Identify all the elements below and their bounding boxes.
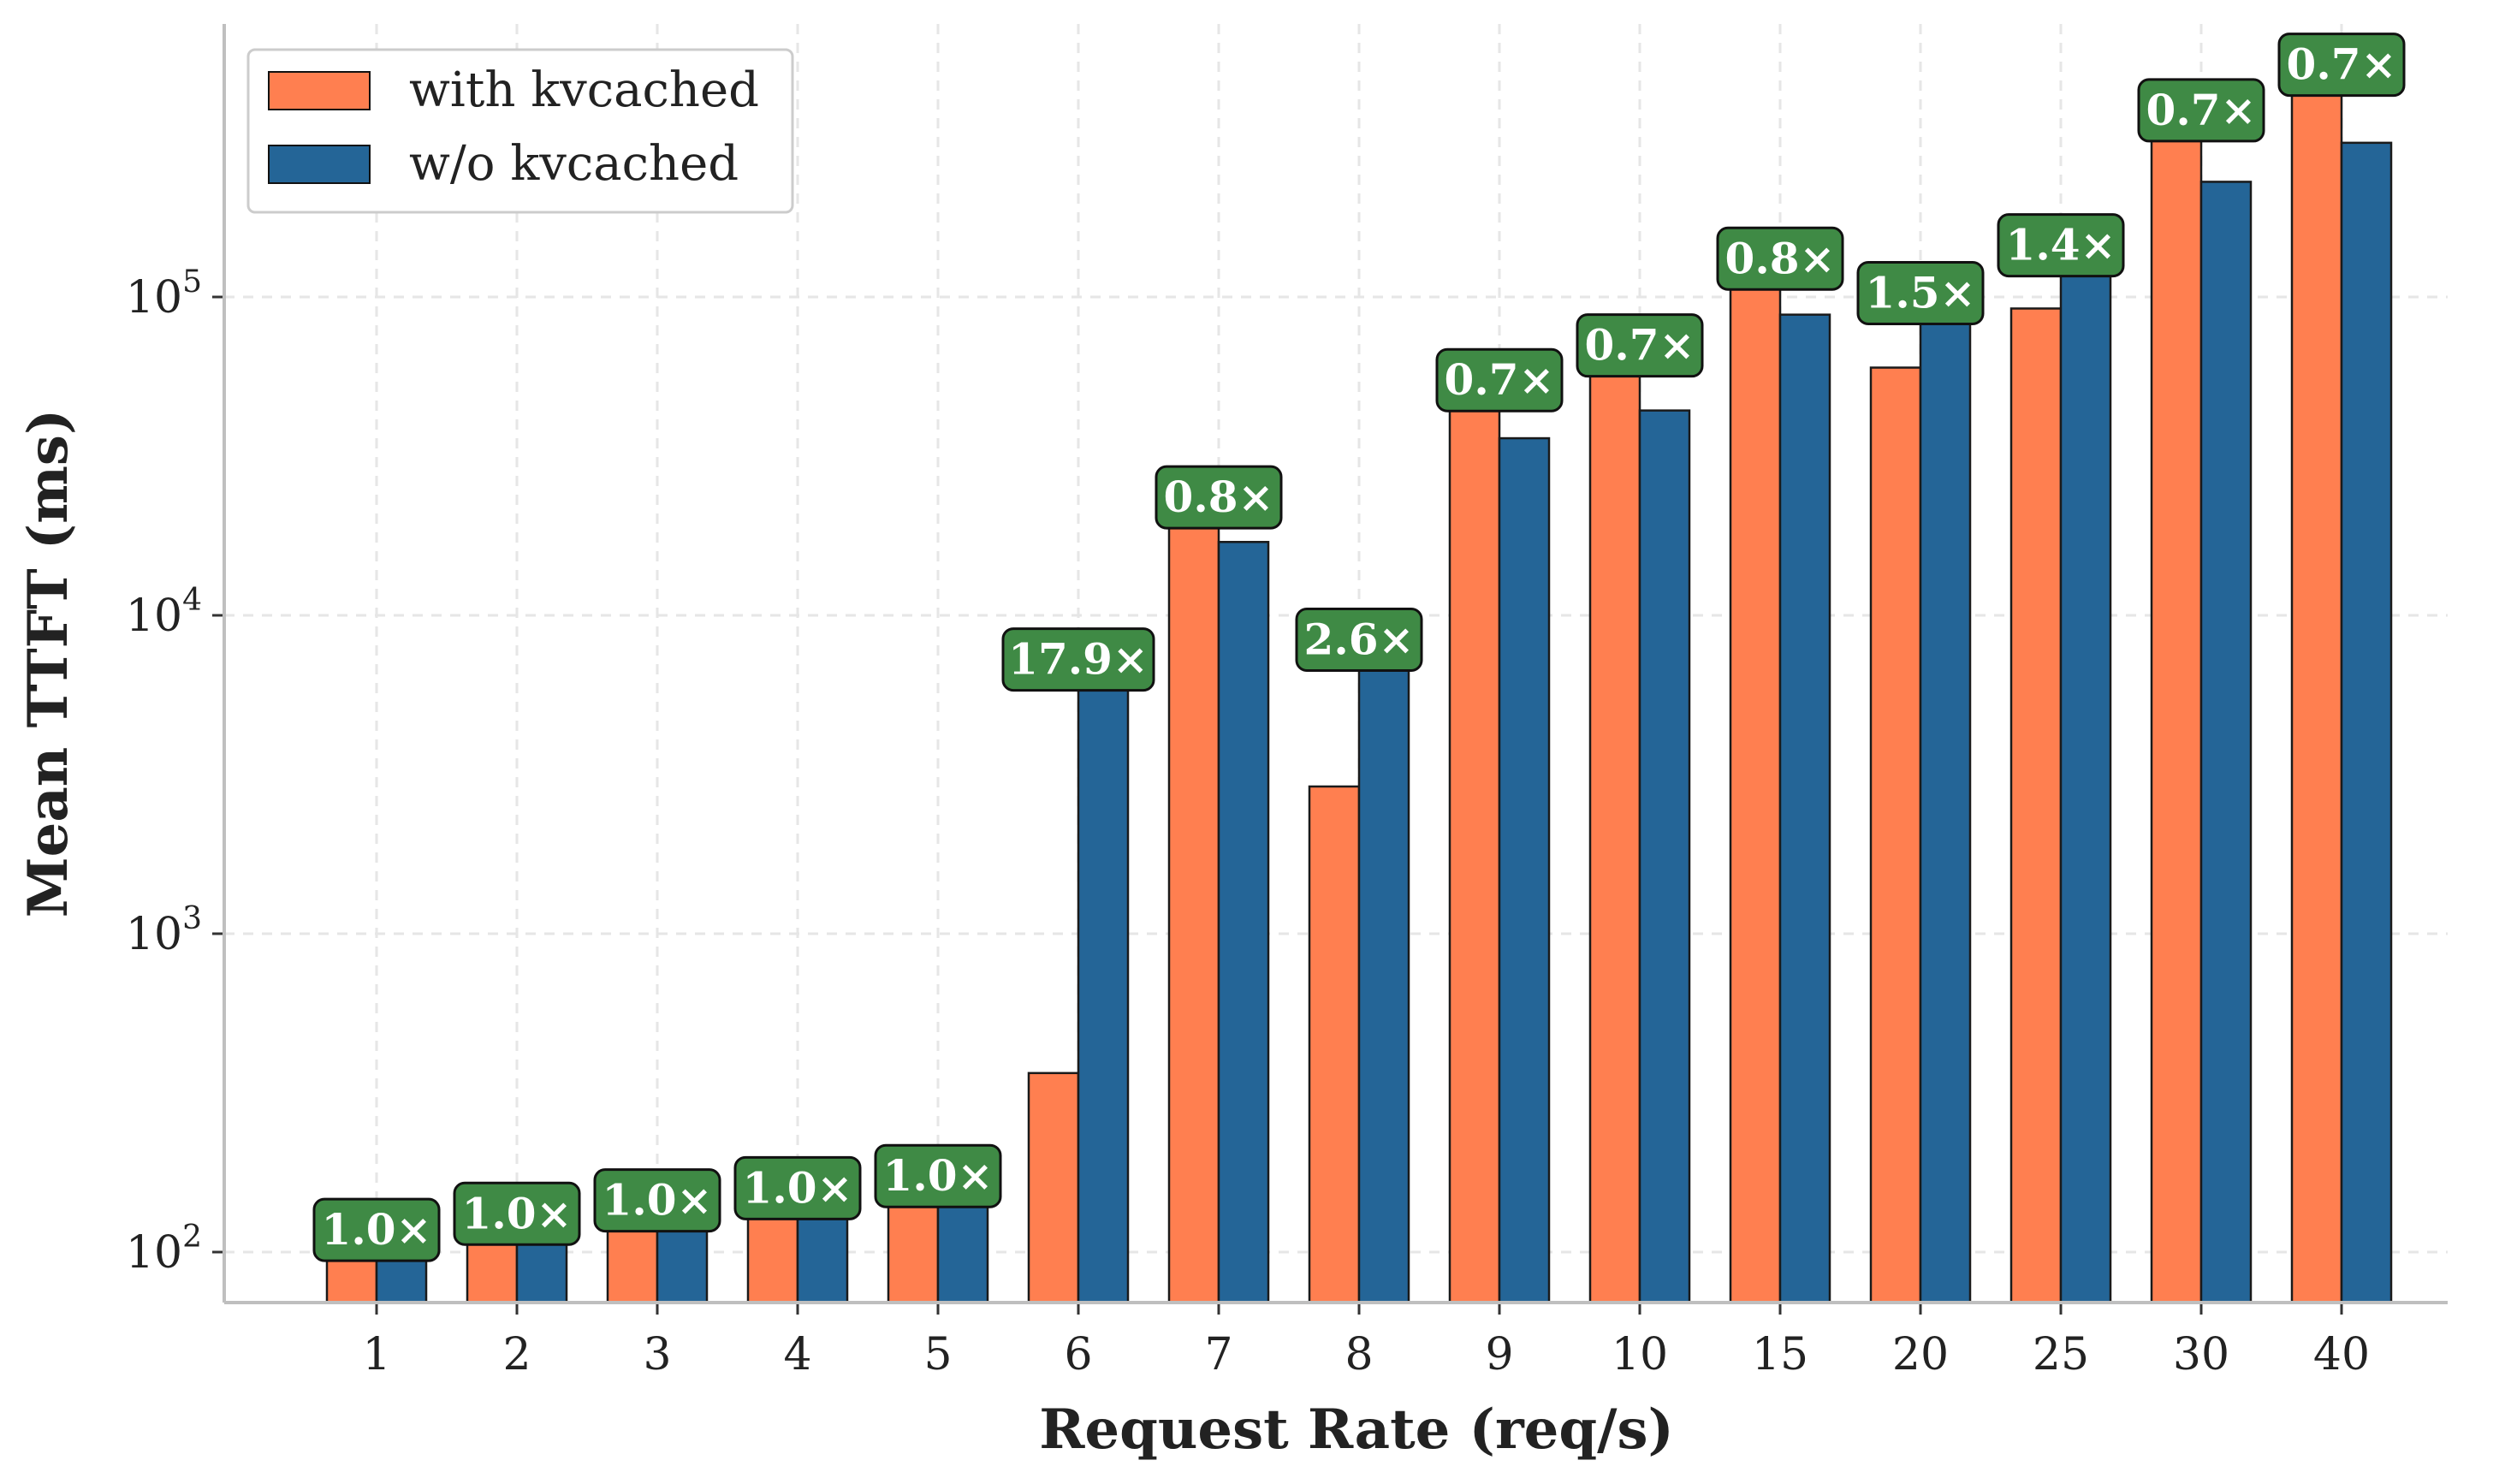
x-axis-title: Request Rate (req/s) — [1039, 1398, 1674, 1462]
x-tick-label: 2 — [502, 1329, 531, 1380]
bar-with-kvcached — [1027, 1071, 1080, 1304]
x-tick-label: 15 — [1752, 1329, 1808, 1380]
speedup-badge — [1155, 465, 1283, 530]
x-tick-label: 3 — [643, 1329, 671, 1380]
bar-with-kvcached — [1308, 785, 1361, 1304]
speedup-badge — [1856, 260, 1985, 325]
speedup-badge — [1435, 347, 1564, 413]
speedup-label: 0.7× — [1585, 320, 1695, 371]
speedup-badge — [453, 1181, 581, 1246]
bar-with-kvcached — [2290, 79, 2343, 1304]
legend-label-with-kvcached: with kvcached — [409, 62, 759, 118]
speedup-label: 17.9× — [1008, 634, 1149, 685]
bar-wo-kvcached — [2340, 141, 2393, 1304]
legend-swatch-with-kvcached — [268, 71, 371, 110]
bar-wo-kvcached — [1919, 307, 1972, 1304]
y-tick-label: 103 — [126, 901, 202, 960]
speedup-label: 0.8× — [1164, 472, 1274, 522]
speedup-label: 0.7× — [2146, 85, 2257, 135]
bar-with-kvcached — [2009, 307, 2063, 1304]
bar-with-kvcached — [1448, 394, 1501, 1304]
bar-wo-kvcached — [796, 1206, 849, 1304]
bar-wo-kvcached — [1638, 409, 1691, 1304]
x-tick-label: 5 — [923, 1329, 952, 1380]
legend-frame — [246, 48, 794, 214]
speedup-label: 0.7× — [2287, 39, 2397, 90]
x-tick-label: 20 — [1892, 1329, 1949, 1380]
y-tick-label: 104 — [126, 583, 202, 642]
speedup-label: 1.0× — [743, 1162, 853, 1213]
bar-with-kvcached — [1729, 273, 1782, 1304]
speedup-badge — [733, 1155, 862, 1220]
speedup-label: 1.0× — [883, 1150, 994, 1201]
speedup-label: 0.8× — [1725, 233, 1836, 283]
x-tick-label: 7 — [1204, 1329, 1232, 1380]
x-tick-label: 25 — [2033, 1329, 2089, 1380]
x-tick-label: 10 — [1612, 1329, 1668, 1380]
speedup-label: 1.4× — [2006, 220, 2116, 270]
x-tick-label: 4 — [783, 1329, 811, 1380]
legend-swatch-wo-kvcached — [268, 145, 371, 184]
speedup-badge — [593, 1168, 721, 1233]
speedup-label: 1.0× — [603, 1175, 713, 1226]
x-tick-label: 8 — [1345, 1329, 1373, 1380]
legend: with kvcached w/o kvcached — [246, 48, 794, 214]
bar-with-kvcached — [1588, 359, 1641, 1304]
speedup-label: 2.6× — [1304, 614, 1415, 664]
x-tick-label: 9 — [1485, 1329, 1513, 1380]
speedup-badges: 1.0× 1.0× 1.0× 1.0× 1.0× 17.9× 0.8× 2.6× 0.7× 0.7… — [312, 33, 2406, 1262]
bar-wo-kvcached — [1357, 654, 1410, 1304]
speedup-label: 1.5× — [1866, 267, 1976, 318]
bar-wo-kvcached — [1217, 541, 1270, 1304]
speedup-label: 1.0× — [462, 1188, 573, 1238]
bar-wo-kvcached — [2199, 181, 2253, 1304]
speedup-badge — [312, 1197, 441, 1262]
speedup-badge — [1716, 226, 1844, 291]
speedup-badge — [874, 1143, 1002, 1208]
y-tick-label: 105 — [126, 264, 202, 324]
speedup-badge — [2277, 33, 2406, 98]
bar-wo-kvcached — [1498, 436, 1551, 1304]
bar-with-kvcached — [1167, 511, 1220, 1304]
x-tick-label: 30 — [2173, 1329, 2229, 1380]
y-axis-title: Mean TTFT (ms) — [16, 409, 80, 917]
x-tick-label: 1 — [362, 1329, 390, 1380]
speedup-badge — [2137, 78, 2265, 143]
legend-label-wo-kvcached: w/o kvcached — [409, 136, 739, 192]
axes: 102 103 104 105 1 2 3 4 5 6 7 8 9 10 15 20 25 30 40 — [126, 24, 2448, 1380]
speedup-label: 0.7× — [1445, 354, 1555, 405]
speedup-label: 1.0× — [322, 1204, 432, 1255]
bar-with-kvcached — [2150, 124, 2203, 1304]
bar-wo-kvcached — [2059, 259, 2112, 1304]
bar-with-kvcached — [1869, 366, 1922, 1304]
bar-wo-kvcached — [1778, 313, 1831, 1304]
x-tick-label: 6 — [1064, 1329, 1092, 1380]
speedup-badge — [1997, 213, 2125, 278]
x-tick-label: 40 — [2313, 1329, 2370, 1380]
bar-wo-kvcached — [1077, 674, 1130, 1304]
y-tick-label: 102 — [126, 1220, 202, 1279]
speedup-badge — [1295, 607, 1423, 672]
speedup-badge — [1001, 627, 1155, 692]
speedup-badge — [1576, 313, 1704, 378]
